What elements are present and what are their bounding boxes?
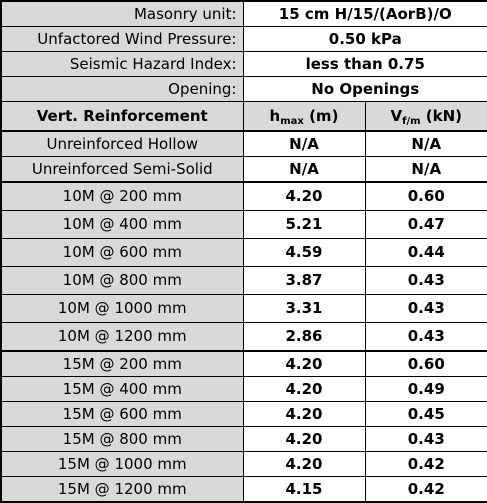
table-row: 15M @ 800 mm 4.20 0.43 xyxy=(0,426,487,452)
row-vfm: 0.43 xyxy=(364,426,487,452)
row-label: 10M @ 1200 mm xyxy=(0,322,244,352)
table-row: 10M @ 1000 mm 3.31 0.43 xyxy=(0,294,487,323)
info-row-opening: Opening: No Openings xyxy=(0,76,487,102)
row-hmax: 3.87 xyxy=(242,266,366,295)
table-row: 15M @ 1200 mm 4.15 0.42 xyxy=(0,476,487,503)
column-header-row: Vert. Reinforcement hmax (m) Vf/m (kN) xyxy=(0,101,487,132)
row-hmax: 4.20 xyxy=(242,451,366,477)
info-label: Unfactored Wind Pressure: xyxy=(0,26,244,52)
row-label: 15M @ 1200 mm xyxy=(0,476,244,503)
table-row: Unreinforced Semi-Solid N/A N/A xyxy=(0,156,487,183)
header-hmax-unit: (m) xyxy=(303,106,339,125)
row-hmax: 4.20 xyxy=(242,350,366,377)
table-row: 15M @ 1000 mm 4.20 0.42 xyxy=(0,451,487,477)
row-label: 10M @ 1000 mm xyxy=(0,294,244,323)
row-label: Unreinforced Semi-Solid xyxy=(0,156,244,183)
row-vfm: N/A xyxy=(364,156,487,183)
header-vert-reinforcement: Vert. Reinforcement xyxy=(0,101,244,132)
info-label: Opening: xyxy=(0,76,244,102)
row-label: 10M @ 600 mm xyxy=(0,238,244,267)
row-label: 15M @ 600 mm xyxy=(0,401,244,427)
header-hmax-sub: max xyxy=(280,115,304,127)
row-hmax: 4.20 xyxy=(242,401,366,427)
row-hmax: 3.31 xyxy=(242,294,366,323)
info-row-masonry-unit: Masonry unit: 15 cm H/15/(AorB)/O xyxy=(0,0,487,27)
row-hmax: N/A xyxy=(242,156,366,183)
table-row: Unreinforced Hollow N/A N/A xyxy=(0,130,487,157)
row-hmax: 4.20 xyxy=(242,376,366,402)
row-label: 10M @ 400 mm xyxy=(0,210,244,239)
table-row: 10M @ 800 mm 3.87 0.43 xyxy=(0,266,487,295)
info-value: less than 0.75 xyxy=(242,51,487,77)
row-vfm: 0.42 xyxy=(364,476,487,503)
header-vfm-unit: (kN) xyxy=(420,106,463,125)
row-hmax: 2.86 xyxy=(242,322,366,352)
table-row: 15M @ 400 mm 4.20 0.49 xyxy=(0,376,487,402)
row-vfm: 0.42 xyxy=(364,451,487,477)
row-vfm: 0.43 xyxy=(364,266,487,295)
row-label: 15M @ 400 mm xyxy=(0,376,244,402)
row-vfm: 0.47 xyxy=(364,210,487,239)
row-vfm: 0.60 xyxy=(364,350,487,377)
header-hmax-main: h xyxy=(269,106,281,125)
info-label: Seismic Hazard Index: xyxy=(0,51,244,77)
info-value: 0.50 kPa xyxy=(242,26,487,52)
row-hmax: 4.59 xyxy=(242,238,366,267)
row-vfm: 0.44 xyxy=(364,238,487,267)
row-hmax: 4.20 xyxy=(242,426,366,452)
row-vfm: 0.43 xyxy=(364,294,487,323)
row-vfm: 0.43 xyxy=(364,322,487,352)
header-vfm-sub: f/m xyxy=(402,115,421,127)
row-label: 15M @ 200 mm xyxy=(0,350,244,377)
table-row: 10M @ 1200 mm 2.86 0.43 xyxy=(0,322,487,352)
table-row: 15M @ 200 mm 4.20 0.60 xyxy=(0,350,487,377)
row-label: 15M @ 1000 mm xyxy=(0,451,244,477)
header-vfm: Vf/m (kN) xyxy=(364,101,487,132)
table-row: 15M @ 600 mm 4.20 0.45 xyxy=(0,401,487,427)
row-label: 10M @ 800 mm xyxy=(0,266,244,295)
row-hmax: 4.20 xyxy=(242,181,366,211)
info-row-seismic-index: Seismic Hazard Index: less than 0.75 xyxy=(0,51,487,77)
info-label: Masonry unit: xyxy=(0,0,244,27)
row-vfm: N/A xyxy=(364,130,487,157)
header-vfm-main: V xyxy=(390,106,403,125)
row-label: 10M @ 200 mm xyxy=(0,181,244,211)
info-value: 15 cm H/15/(AorB)/O xyxy=(242,0,487,27)
row-hmax: N/A xyxy=(242,130,366,157)
row-vfm: 0.60 xyxy=(364,181,487,211)
table-row: 10M @ 200 mm 4.20 0.60 xyxy=(0,181,487,211)
row-hmax: 5.21 xyxy=(242,210,366,239)
row-vfm: 0.49 xyxy=(364,376,487,402)
row-label: Unreinforced Hollow xyxy=(0,130,244,157)
row-hmax: 4.15 xyxy=(242,476,366,503)
table-row: 10M @ 600 mm 4.59 0.44 xyxy=(0,238,487,267)
info-value: No Openings xyxy=(242,76,487,102)
info-row-wind-pressure: Unfactored Wind Pressure: 0.50 kPa xyxy=(0,26,487,52)
table-row: 10M @ 400 mm 5.21 0.47 xyxy=(0,210,487,239)
row-label: 15M @ 800 mm xyxy=(0,426,244,452)
row-vfm: 0.45 xyxy=(364,401,487,427)
header-hmax: hmax (m) xyxy=(242,101,366,132)
